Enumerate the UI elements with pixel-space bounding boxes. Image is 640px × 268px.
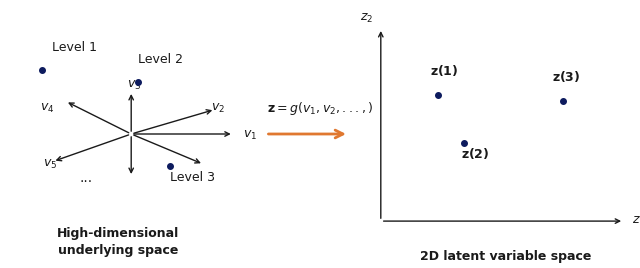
Text: $\mathbf{z} = g(v_1, v_2, ...,)$: $\mathbf{z} = g(v_1, v_2, ...,)$	[267, 100, 373, 117]
Text: $z_2$: $z_2$	[360, 12, 373, 25]
Text: ...: ...	[80, 171, 93, 185]
Text: 2D latent variable space: 2D latent variable space	[420, 250, 591, 263]
Text: $v_5$: $v_5$	[44, 158, 58, 171]
Text: $v_2$: $v_2$	[211, 102, 225, 115]
Text: High-dimensional
underlying space: High-dimensional underlying space	[57, 227, 180, 257]
Text: Level 3: Level 3	[170, 170, 214, 184]
Text: Level 2: Level 2	[138, 53, 182, 66]
Text: $v_3$: $v_3$	[127, 79, 141, 92]
Text: $z_1$: $z_1$	[632, 215, 640, 228]
Text: Level 1: Level 1	[52, 40, 97, 54]
Text: $v_4$: $v_4$	[40, 102, 54, 115]
Text: $\mathbf{z(2)}$: $\mathbf{z(2)}$	[461, 146, 489, 161]
Text: $v_1$: $v_1$	[243, 129, 257, 142]
Text: $\mathbf{z(1)}$: $\mathbf{z(1)}$	[430, 63, 458, 78]
Text: $\mathbf{z(3)}$: $\mathbf{z(3)}$	[552, 69, 580, 84]
